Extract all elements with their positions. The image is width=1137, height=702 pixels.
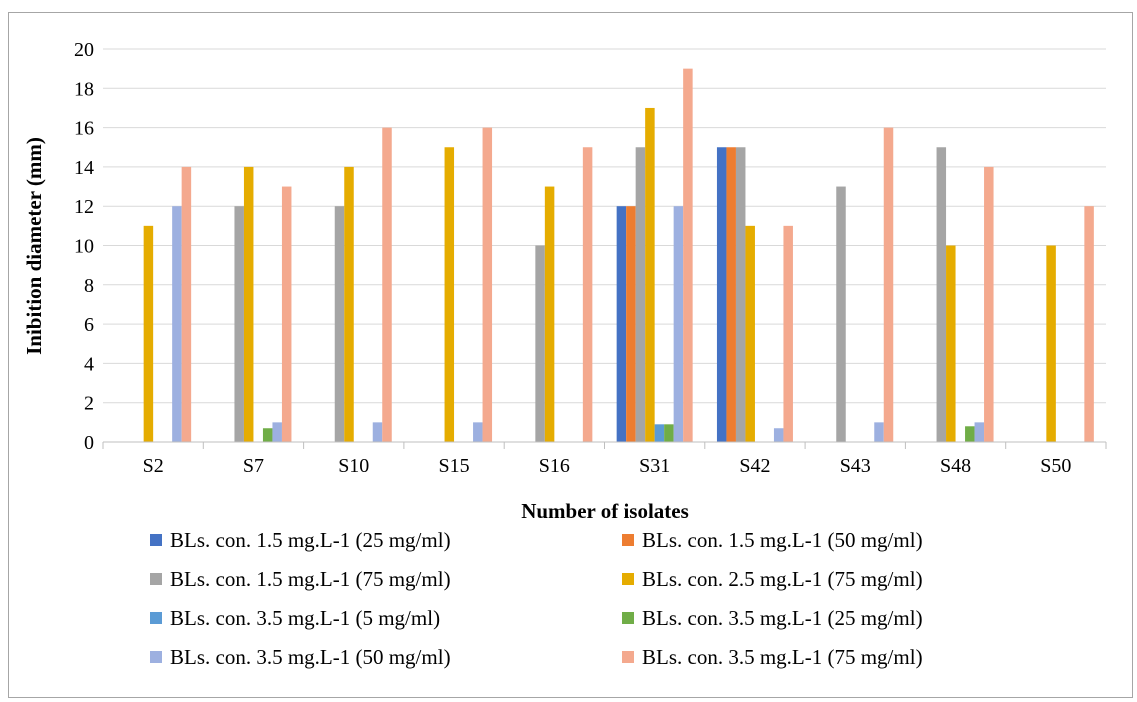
bar-s50-series-4 <box>1046 245 1056 442</box>
bar-s7-series-6 <box>262 428 273 442</box>
bar-s42-series-2 <box>726 147 736 442</box>
y-tick-label: 20 <box>74 39 94 61</box>
x-tick-label: S31 <box>639 455 670 477</box>
y-tick-label: 14 <box>74 157 94 179</box>
bar-s10-series-3 <box>334 206 345 442</box>
y-tick-label: 18 <box>74 78 94 100</box>
bar-s15-series-4 <box>444 147 455 442</box>
x-tick-label: S2 <box>143 455 164 477</box>
bar-s31-series-2 <box>626 206 636 442</box>
y-tick-label: 4 <box>84 353 94 375</box>
bar-s31-series-1 <box>616 206 627 442</box>
y-tick-label: 2 <box>84 393 94 415</box>
bar-s10-series-7 <box>372 422 383 442</box>
bar-s7-series-4 <box>243 166 254 442</box>
bar-s16-series-8 <box>582 147 593 442</box>
x-tick-label: S7 <box>243 455 264 477</box>
bar-s15-series-8 <box>482 127 493 442</box>
bar-s2-series-8 <box>181 166 192 442</box>
x-tick-label: S50 <box>1040 455 1071 477</box>
bar-s42-series-8 <box>783 225 793 442</box>
bar-s10-series-4 <box>344 166 354 442</box>
bar-s15-series-7 <box>473 422 483 442</box>
bar-s43-series-3 <box>836 186 846 442</box>
bar-s10-series-8 <box>382 127 392 442</box>
bar-s2-series-7 <box>172 206 182 442</box>
x-tick-label: S42 <box>739 455 770 477</box>
bar-s43-series-8 <box>883 127 894 442</box>
bar-s31-series-7 <box>673 206 684 442</box>
bar-s16-series-3 <box>535 245 545 442</box>
bar-s2-series-4 <box>143 225 154 442</box>
bar-s48-series-3 <box>936 147 947 442</box>
bar-s7-series-3 <box>234 206 244 442</box>
bar-s7-series-8 <box>281 186 292 442</box>
bars <box>143 68 1094 443</box>
bar-s48-series-4 <box>946 245 956 442</box>
tick-labels: 0 2 4 6 8 10 12 14 16 18 20 S2 S7 S10 S15 S16 S31 S42 S43 S… <box>74 39 1071 477</box>
y-tick-label: 16 <box>74 118 94 140</box>
bar-s48-series-6 <box>965 426 975 442</box>
bar-s48-series-7 <box>974 422 985 442</box>
y-tick-label: 10 <box>74 236 94 258</box>
bar-s43-series-7 <box>874 422 884 442</box>
x-axis-title: Number of isolates <box>521 499 689 523</box>
bar-s7-series-7 <box>272 422 282 442</box>
bar-s31-series-3 <box>635 147 646 442</box>
x-tick-label: S16 <box>539 455 570 477</box>
x-tick-label: S10 <box>338 455 369 477</box>
bar-s42-series-3 <box>735 147 746 442</box>
bar-s31-series-6 <box>664 424 674 442</box>
bar-s31-series-4 <box>645 107 655 442</box>
bar-s31-series-8 <box>683 68 693 443</box>
bar-s48-series-8 <box>984 166 994 442</box>
bar-s50-series-8 <box>1084 206 1094 442</box>
y-tick-label: 0 <box>84 432 94 454</box>
axes <box>102 441 1107 449</box>
bar-s42-series-4 <box>745 225 755 442</box>
bar-s42-series-1 <box>716 147 727 442</box>
bar-s42-series-7 <box>773 428 784 442</box>
bar-s31-series-5 <box>654 424 665 442</box>
y-tick-label: 6 <box>84 314 94 336</box>
bar-s16-series-4 <box>544 186 555 442</box>
y-tick-label: 12 <box>74 196 94 218</box>
x-tick-label: S15 <box>438 455 469 477</box>
x-tick-label: S43 <box>840 455 871 477</box>
y-axis-title: Inibition diameter (mm) <box>22 137 46 355</box>
y-tick-label: 8 <box>84 275 94 297</box>
x-tick-label: S48 <box>940 455 971 477</box>
